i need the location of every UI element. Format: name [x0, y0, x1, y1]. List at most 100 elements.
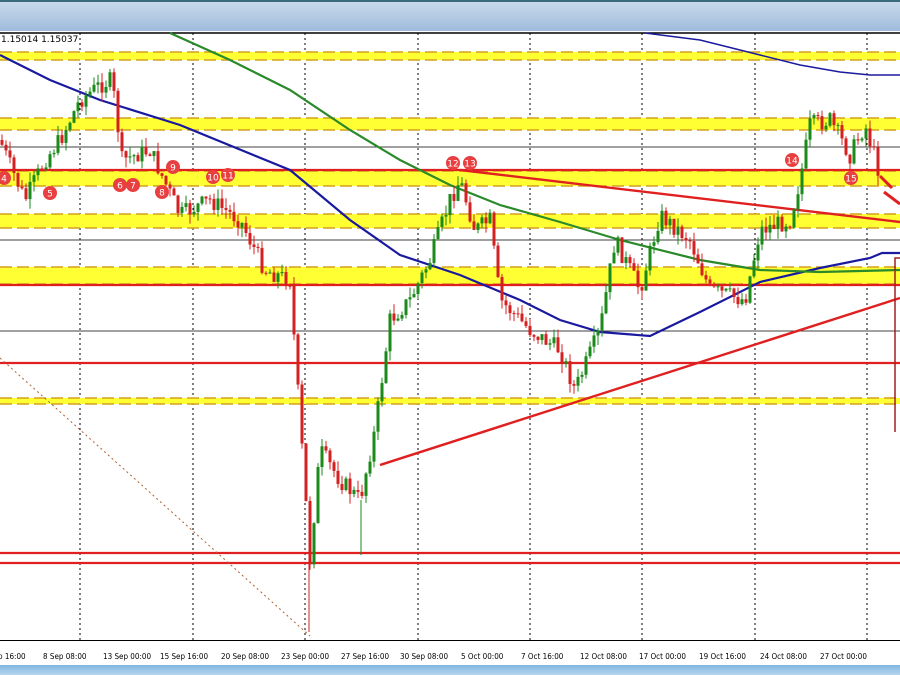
candle-body: [192, 211, 196, 215]
candle-body: [568, 361, 572, 384]
candle-body: [564, 361, 568, 364]
candle-body: [148, 154, 152, 156]
candle-body: [0, 140, 4, 145]
candle-body: [528, 325, 532, 336]
x-tick-label: 17 Oct 00:00: [639, 652, 686, 661]
candle-body: [24, 188, 28, 200]
red-arrow-icon: [878, 174, 894, 190]
candle-body: [12, 157, 16, 174]
yellow-zone: [0, 398, 900, 404]
candle-body: [636, 270, 640, 288]
candle-body: [592, 335, 596, 347]
x-tick-label: 15 Sep 16:00: [160, 652, 209, 661]
candle-body: [156, 151, 160, 174]
candle-body: [652, 242, 656, 246]
swing-marker: [43, 186, 57, 200]
candle-body: [860, 138, 864, 141]
candle-body: [188, 203, 192, 215]
candle-body: [768, 224, 772, 233]
candle-body: [248, 232, 252, 245]
candle-body: [68, 122, 72, 130]
candle-body: [664, 210, 668, 226]
swing-marker: [113, 178, 127, 192]
candle-body: [320, 446, 324, 468]
candle-body: [180, 206, 184, 213]
candle-body: [492, 212, 496, 246]
candle-body: [424, 269, 428, 273]
candle-body: [76, 102, 80, 112]
candle-body: [760, 226, 764, 245]
candle-body: [816, 115, 820, 117]
candle-body: [304, 443, 308, 501]
window-title-bar: [0, 0, 900, 31]
candle-body: [280, 271, 284, 274]
x-axis: p 16:00 8 Sep 08:00 13 Sep 00:00 15 Sep 16:…: [0, 640, 900, 666]
candle-body: [72, 111, 76, 123]
candle-body: [44, 167, 48, 170]
candle-body: [556, 337, 560, 353]
candle-body: [360, 491, 364, 496]
candle-body: [824, 125, 828, 130]
candle-body: [236, 221, 240, 228]
swing-marker: [166, 160, 180, 174]
candle-body: [472, 221, 476, 230]
yellow-zone: [0, 267, 900, 284]
swing-marker: [155, 185, 169, 199]
candle-body: [140, 146, 144, 162]
price-chart: 4 5 6 7 8 9 10 11 12 13 14 15: [0, 31, 900, 640]
candle-body: [228, 209, 232, 212]
swing-marker-label: 6: [117, 182, 123, 192]
red-arrow-icon: [883, 190, 900, 206]
candle-body: [544, 334, 548, 345]
candle-body: [788, 226, 792, 228]
swing-marker-label: 7: [130, 182, 136, 192]
candle-body: [436, 227, 440, 240]
candle-body: [572, 383, 576, 386]
candle-body: [468, 202, 472, 222]
candle-body: [356, 489, 360, 492]
candle-body: [744, 299, 748, 303]
candle-body: [152, 151, 156, 156]
candle-body: [392, 313, 396, 321]
candle-body: [92, 84, 96, 92]
candle-body: [872, 146, 876, 148]
swing-marker-label: 12: [447, 160, 458, 170]
candle-body: [640, 287, 644, 291]
candle-body: [128, 156, 132, 158]
swing-marker: [126, 178, 140, 192]
candle-body: [552, 337, 556, 344]
candle-body: [308, 500, 312, 565]
candle-body: [60, 135, 64, 143]
dotted-projection-line: [0, 357, 311, 637]
x-tick-label: 7 Oct 16:00: [521, 652, 564, 661]
candle-body: [764, 226, 768, 233]
candle-body: [848, 154, 852, 164]
candle-body: [560, 352, 564, 364]
candle-body: [820, 116, 824, 130]
candle-body: [332, 462, 336, 471]
candle-body: [380, 383, 384, 402]
candle-body: [212, 198, 216, 210]
x-tick-label: p 16:00: [0, 652, 26, 661]
swing-marker: [0, 171, 11, 185]
blue-long-moving-average: [644, 32, 900, 76]
candle-body: [832, 113, 836, 126]
candle-body: [740, 299, 744, 305]
candle-body: [20, 186, 24, 189]
candle-body: [856, 139, 860, 141]
candle-body: [172, 188, 176, 196]
candle-body: [400, 314, 404, 319]
candle-body: [620, 237, 624, 263]
candle-body: [220, 198, 224, 208]
candle-body: [476, 223, 480, 230]
candle-body: [548, 343, 552, 345]
candle-body: [496, 245, 500, 278]
candle-body: [316, 467, 320, 524]
candle-body: [484, 217, 488, 224]
candle-body: [812, 115, 816, 119]
candle-body: [604, 292, 608, 314]
x-tick-label: 20 Sep 08:00: [221, 652, 270, 661]
candle-body: [160, 173, 164, 176]
candle-body: [404, 299, 408, 315]
candle-body: [776, 216, 780, 230]
